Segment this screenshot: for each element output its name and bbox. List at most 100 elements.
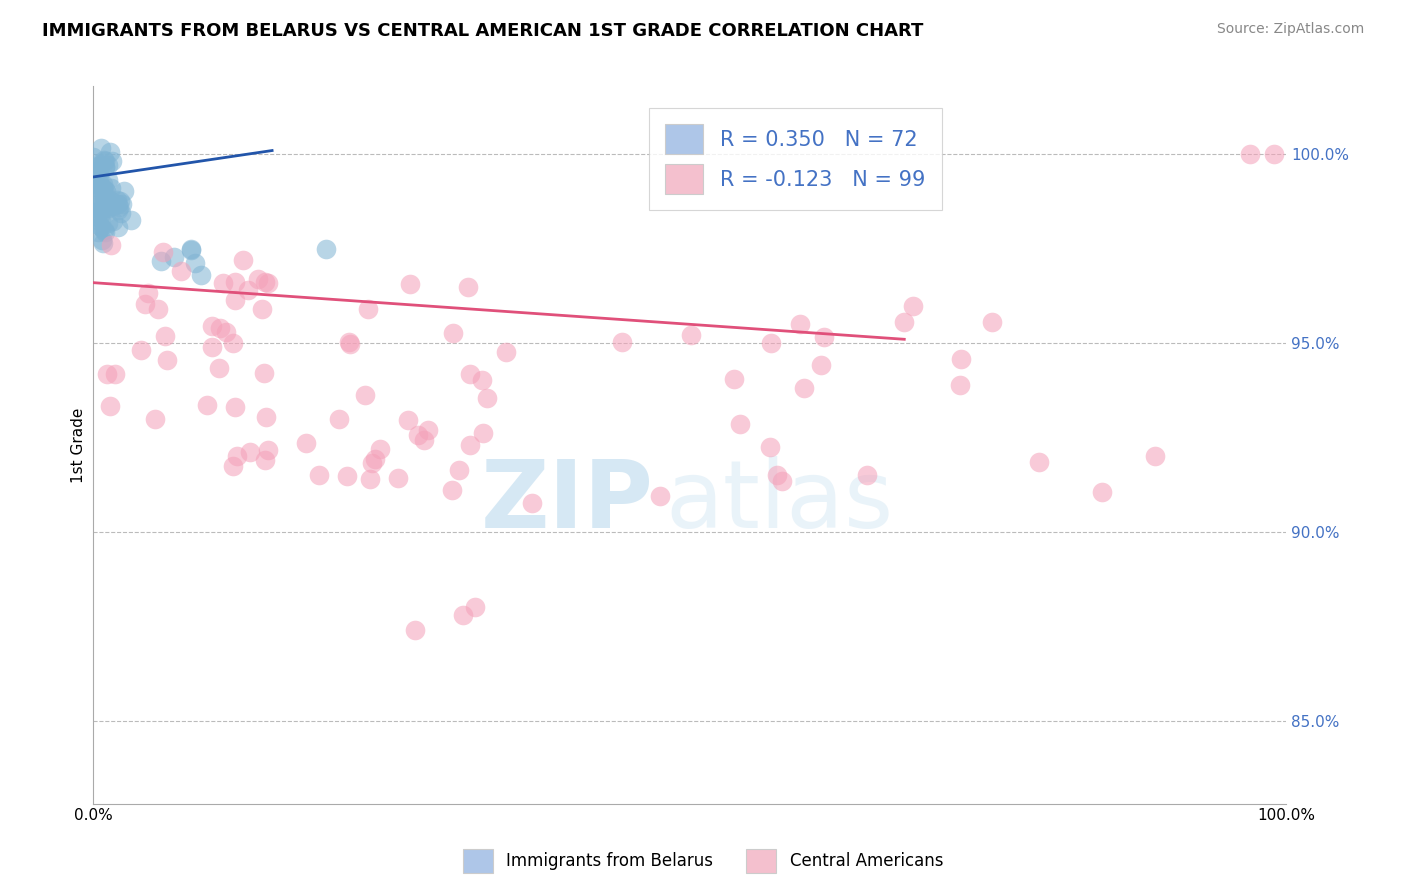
Point (1239, 147, 1261, 161)
Point (152, 245, 174, 260)
Point (337, 334, 360, 349)
Point (107, 203, 129, 218)
Point (96, 184, 118, 198)
Point (86, 157, 108, 171)
Point (256, 277, 278, 291)
Point (104, 367, 127, 381)
Point (1263, 147, 1285, 161)
Point (89, 194, 111, 209)
Point (359, 472, 381, 486)
Point (315, 242, 337, 256)
Point (93, 153, 115, 167)
Point (475, 392, 498, 406)
Point (107, 197, 129, 211)
Point (406, 428, 429, 442)
Point (89, 219, 111, 234)
Point (101, 213, 124, 227)
Point (120, 213, 142, 227)
Point (328, 412, 350, 426)
Point (111, 197, 134, 211)
Point (464, 600, 486, 615)
Point (93, 223, 115, 237)
Point (224, 276, 246, 290)
Point (308, 467, 330, 482)
Point (679, 328, 702, 343)
Text: ZIP: ZIP (481, 457, 654, 549)
Point (143, 411, 166, 425)
Point (612, 334, 634, 349)
Point (105, 193, 128, 207)
Point (813, 330, 835, 344)
Point (136, 285, 159, 300)
Point (87, 159, 110, 173)
Text: IMMIGRANTS FROM BELARUS VS CENTRAL AMERICAN 1ST GRADE CORRELATION CHART: IMMIGRANTS FROM BELARUS VS CENTRAL AMERI… (42, 22, 924, 40)
Point (363, 452, 385, 467)
Point (89, 199, 111, 213)
Point (221, 336, 243, 351)
Point (522, 496, 544, 510)
Point (360, 456, 382, 470)
Point (86, 212, 108, 227)
Point (97, 173, 120, 187)
Point (295, 436, 318, 450)
Point (180, 242, 202, 256)
Point (96, 216, 118, 230)
Point (357, 302, 380, 317)
Point (766, 467, 789, 482)
Point (460, 368, 482, 382)
Point (101, 154, 124, 169)
Point (451, 607, 474, 622)
Point (89, 163, 111, 178)
Point (87, 172, 110, 186)
Point (239, 444, 262, 458)
Point (250, 301, 273, 316)
Point (131, 343, 153, 357)
Point (94, 160, 117, 174)
Point (84, 165, 107, 179)
Point (100, 194, 122, 208)
Point (148, 301, 170, 316)
Point (93, 178, 115, 192)
Point (110, 205, 132, 219)
Point (441, 483, 464, 497)
Point (150, 254, 173, 268)
Point (84, 200, 107, 214)
Legend: Immigrants from Belarus, Central Americans: Immigrants from Belarus, Central America… (456, 842, 950, 880)
Point (226, 449, 249, 463)
Point (112, 184, 135, 198)
Point (89, 203, 111, 218)
Point (810, 358, 832, 372)
Point (94, 153, 117, 168)
Point (224, 400, 246, 414)
Point (94, 225, 117, 239)
Point (180, 243, 202, 257)
Point (97, 199, 120, 213)
Point (253, 453, 276, 467)
Point (100, 180, 122, 194)
Point (759, 440, 782, 454)
Point (97, 202, 120, 216)
Point (1028, 455, 1050, 469)
Point (108, 200, 131, 214)
Point (100, 238, 122, 252)
Point (254, 409, 277, 424)
Point (91, 233, 114, 247)
Point (793, 381, 815, 395)
Point (98, 145, 121, 160)
Point (91, 181, 114, 195)
Point (134, 297, 156, 311)
Point (387, 471, 409, 485)
Point (87, 181, 110, 195)
Point (96, 368, 118, 382)
Point (354, 388, 377, 402)
Point (457, 280, 479, 294)
Point (370, 442, 392, 457)
Point (1091, 485, 1114, 500)
Point (418, 423, 440, 437)
Point (87, 176, 110, 190)
Point (86, 178, 108, 192)
Point (254, 275, 277, 289)
Point (222, 458, 245, 473)
Point (404, 623, 426, 637)
Point (84, 206, 107, 220)
